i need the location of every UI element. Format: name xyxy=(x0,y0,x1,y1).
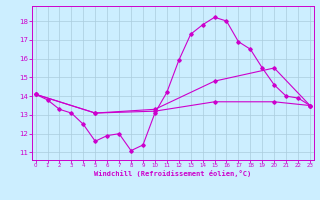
X-axis label: Windchill (Refroidissement éolien,°C): Windchill (Refroidissement éolien,°C) xyxy=(94,170,252,177)
